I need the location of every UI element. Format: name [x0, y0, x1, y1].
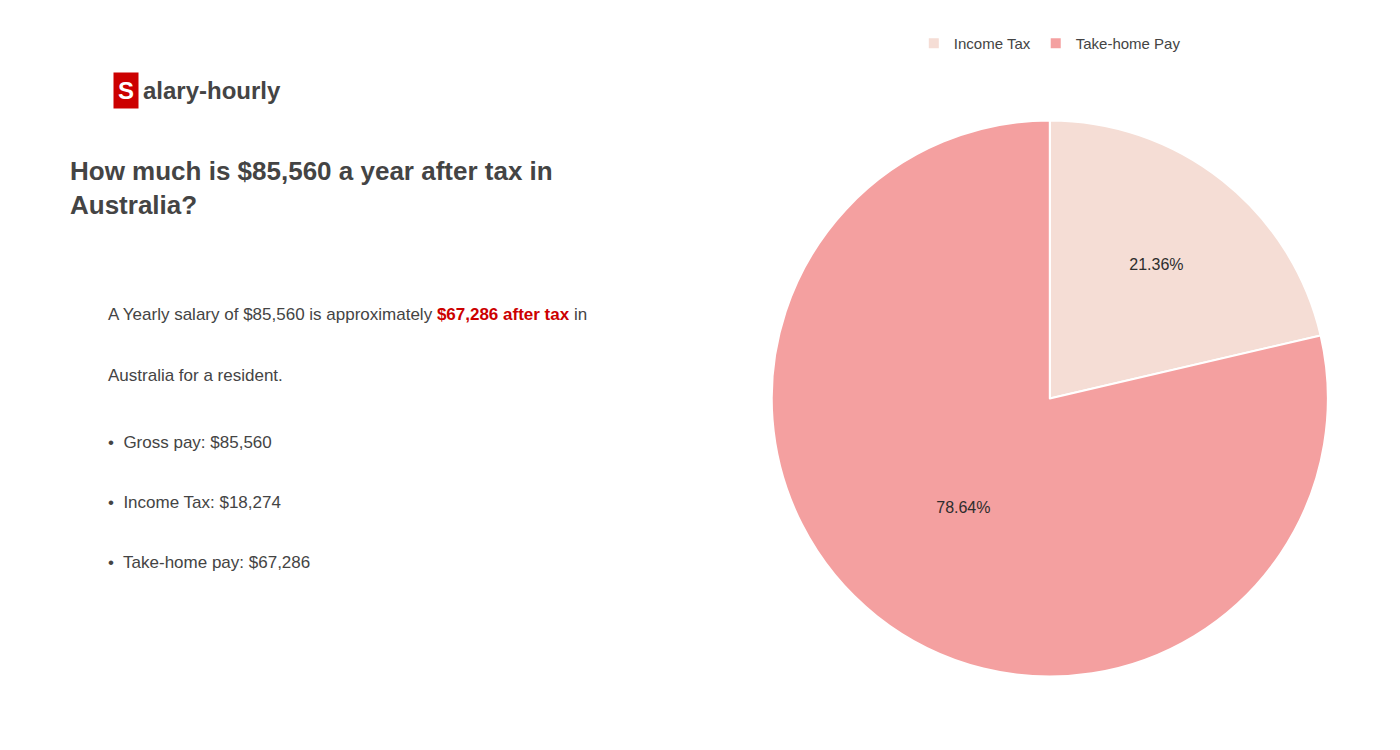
svg-text:Income Tax: Income Tax — [954, 35, 1031, 52]
svg-text:Take-home Pay: Take-home Pay — [1076, 35, 1181, 52]
svg-text:How much is $85,560 a year aft: How much is $85,560 a year after tax inA… — [70, 156, 553, 220]
svg-text:• Income Tax: $18,274: • Income Tax: $18,274 — [108, 493, 281, 512]
svg-text:78.64%: 78.64% — [936, 499, 990, 516]
svg-text:• Gross pay: $85,560: • Gross pay: $85,560 — [108, 433, 272, 452]
svg-text:• Take-home pay: $67,286: • Take-home pay: $67,286 — [108, 553, 310, 572]
svg-text:alary-hourly: alary-hourly — [143, 77, 281, 104]
svg-text:A Yearly salary of $85,560 is: A Yearly salary of $85,560 is approximat… — [108, 305, 587, 324]
svg-text:Australia for a resident.: Australia for a resident. — [108, 366, 283, 385]
svg-text:21.36%: 21.36% — [1129, 256, 1183, 273]
svg-text:S: S — [118, 77, 134, 104]
